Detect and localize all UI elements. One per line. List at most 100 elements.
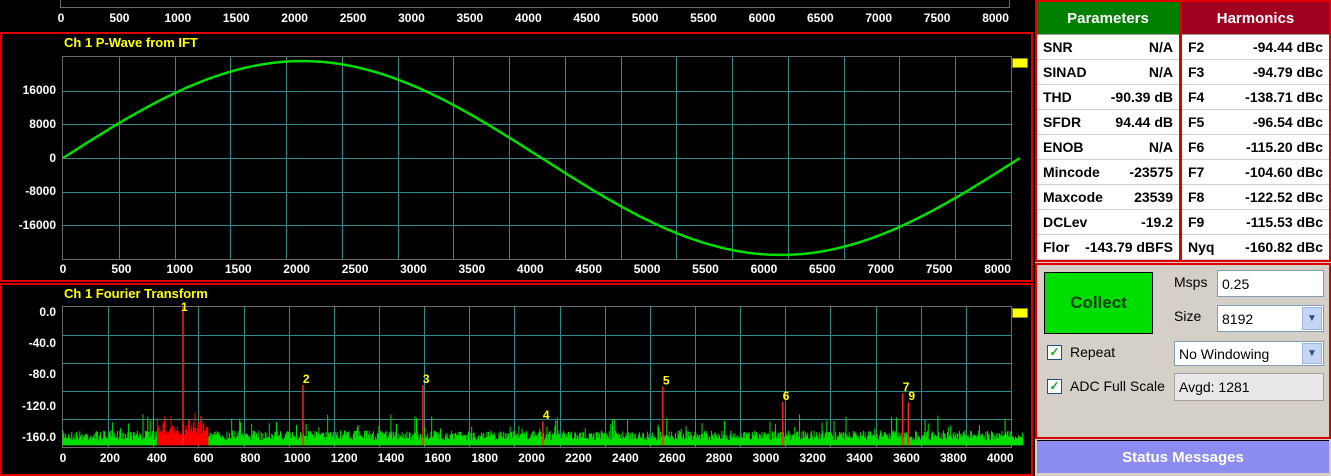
parameter-row: SNR N/A [1037, 35, 1179, 60]
harmonic-row: F5 -96.54 dBc [1182, 110, 1329, 135]
harmonics-table: Harmonics F2 -94.44 dBc F3 -94.79 dBc F4 -138… [1180, 0, 1331, 262]
x-tick-label: 6500 [806, 11, 834, 25]
x-tick-label: 500 [111, 262, 132, 276]
parameter-row: SINAD N/A [1037, 60, 1179, 85]
harmonic-name: F6 [1188, 139, 1205, 155]
size-dropdown-icon[interactable]: ▼ [1302, 307, 1322, 330]
time-panel-title: Ch 1 P-Wave from IFT [64, 35, 198, 50]
x-tick-label: 3200 [799, 451, 827, 465]
parameter-value: N/A [1148, 139, 1173, 155]
harmonic-value: -115.53 dBc [1245, 214, 1323, 230]
harmonic-row: Nyq -160.82 dBc [1182, 235, 1329, 260]
harmonic-value: -160.82 dBc [1245, 239, 1323, 255]
harmonic-name: F8 [1188, 189, 1205, 205]
x-tick-label: 2800 [705, 451, 733, 465]
grid-line [649, 307, 651, 447]
fft-legend-marker[interactable] [1012, 308, 1028, 318]
parameters-table: Parameters SNR N/A SINAD N/A THD -90.39 dB SFD… [1035, 0, 1181, 262]
x-tick-label: 8000 [984, 262, 1011, 276]
harmonic-marker-label: 5 [663, 374, 670, 388]
x-tick-label: 500 [109, 11, 130, 25]
window-dropdown-icon[interactable]: ▼ [1302, 343, 1322, 364]
collect-button[interactable]: Collect [1044, 272, 1153, 334]
grid-line [875, 307, 877, 447]
x-tick-label: 7000 [865, 11, 893, 25]
harmonic-name: F7 [1188, 164, 1205, 180]
grid-line [514, 307, 516, 447]
parameter-row: Mincode -23575 [1037, 160, 1179, 185]
x-tick-label: 400 [146, 451, 167, 465]
parameter-value: -19.2 [1141, 214, 1173, 230]
grid-line [379, 307, 380, 447]
parameter-row: Flor -143.79 dBFS [1037, 235, 1179, 260]
parameter-value: 23539 [1134, 189, 1173, 205]
harmonic-name: F3 [1188, 64, 1205, 80]
parameter-row: Maxcode 23539 [1037, 185, 1179, 210]
harmonic-value: -94.79 dBc [1252, 64, 1323, 80]
x-tick-label: 6000 [750, 262, 778, 276]
parameters-header: Parameters [1037, 2, 1179, 35]
status-messages-header: Status Messages [1037, 440, 1329, 473]
size-select[interactable]: 8192 ▼ [1217, 305, 1324, 332]
grid-line [288, 307, 290, 447]
x-tick-label: 2600 [658, 451, 686, 465]
time-trace-svg [62, 59, 1021, 257]
repeat-checkbox[interactable]: ✓ [1047, 345, 1062, 360]
x-tick-label: 4000 [986, 451, 1014, 465]
x-tick-label: 4500 [575, 262, 603, 276]
harmonic-marker-label: 4 [543, 408, 550, 422]
parameter-value: -90.39 dB [1110, 89, 1173, 105]
harmonic-marker-label: 2 [303, 372, 310, 386]
x-tick-label: 600 [193, 451, 214, 465]
grid-line [559, 307, 561, 447]
parameter-value: -23575 [1129, 164, 1173, 180]
grid-line [108, 307, 110, 447]
parameter-name: Maxcode [1043, 189, 1103, 205]
x-tick-label: 3500 [458, 262, 486, 276]
window-select-value: No Windowing [1179, 345, 1270, 362]
parameter-value: N/A [1148, 39, 1173, 55]
grid-line [63, 363, 1011, 364]
harmonic-row: F4 -138.71 dBc [1182, 85, 1329, 110]
y-tick-label: 0.0 [39, 305, 56, 319]
parameter-name: Mincode [1043, 164, 1100, 180]
time-legend-marker[interactable] [1012, 58, 1028, 68]
size-label: Size [1174, 308, 1202, 324]
grid-line [63, 124, 1011, 126]
parameter-name: Flor [1043, 239, 1070, 255]
grid-line [695, 307, 696, 447]
x-tick-label: 1000 [164, 11, 192, 25]
parameter-name: THD [1043, 89, 1072, 105]
grid-line [920, 307, 922, 447]
y-tick-label: 16000 [22, 83, 56, 97]
repeat-label: Repeat [1070, 344, 1116, 360]
grid-line [333, 307, 335, 447]
harmonic-name: Nyq [1188, 239, 1215, 255]
x-tick-label: 2500 [339, 11, 367, 25]
grid-line [63, 191, 1011, 193]
harmonic-name: F5 [1188, 114, 1205, 130]
grid-line [424, 307, 426, 447]
harmonic-value: -138.71 dBc [1245, 89, 1323, 105]
fft-trace-svg: 1 2 3 4 5 6 79 [62, 300, 1024, 446]
adc-full-scale-checkbox[interactable]: ✓ [1047, 379, 1062, 394]
x-tick-label: 1800 [471, 451, 499, 465]
fft-panel-title: Ch 1 Fourier Transform [64, 286, 208, 301]
x-tick-label: 3000 [400, 262, 427, 276]
x-tick-label: 1400 [377, 451, 405, 465]
x-tick-label: 3000 [398, 11, 425, 25]
parameter-value: 94.44 dB [1115, 114, 1173, 130]
msps-input[interactable]: 0.25 [1217, 270, 1324, 297]
time-plot-area[interactable] [62, 56, 1021, 260]
x-tick-label: 5500 [692, 262, 719, 276]
grid-line [469, 307, 471, 447]
grid-line [153, 307, 155, 447]
parameter-row: ENOB N/A [1037, 135, 1179, 160]
x-tick-label: 4500 [573, 11, 601, 25]
parameter-name: ENOB [1043, 139, 1084, 155]
x-tick-label: 2000 [283, 262, 310, 276]
x-tick-label: 1600 [424, 451, 452, 465]
window-select[interactable]: No Windowing ▼ [1174, 341, 1324, 366]
x-tick-label: 3400 [846, 451, 873, 465]
